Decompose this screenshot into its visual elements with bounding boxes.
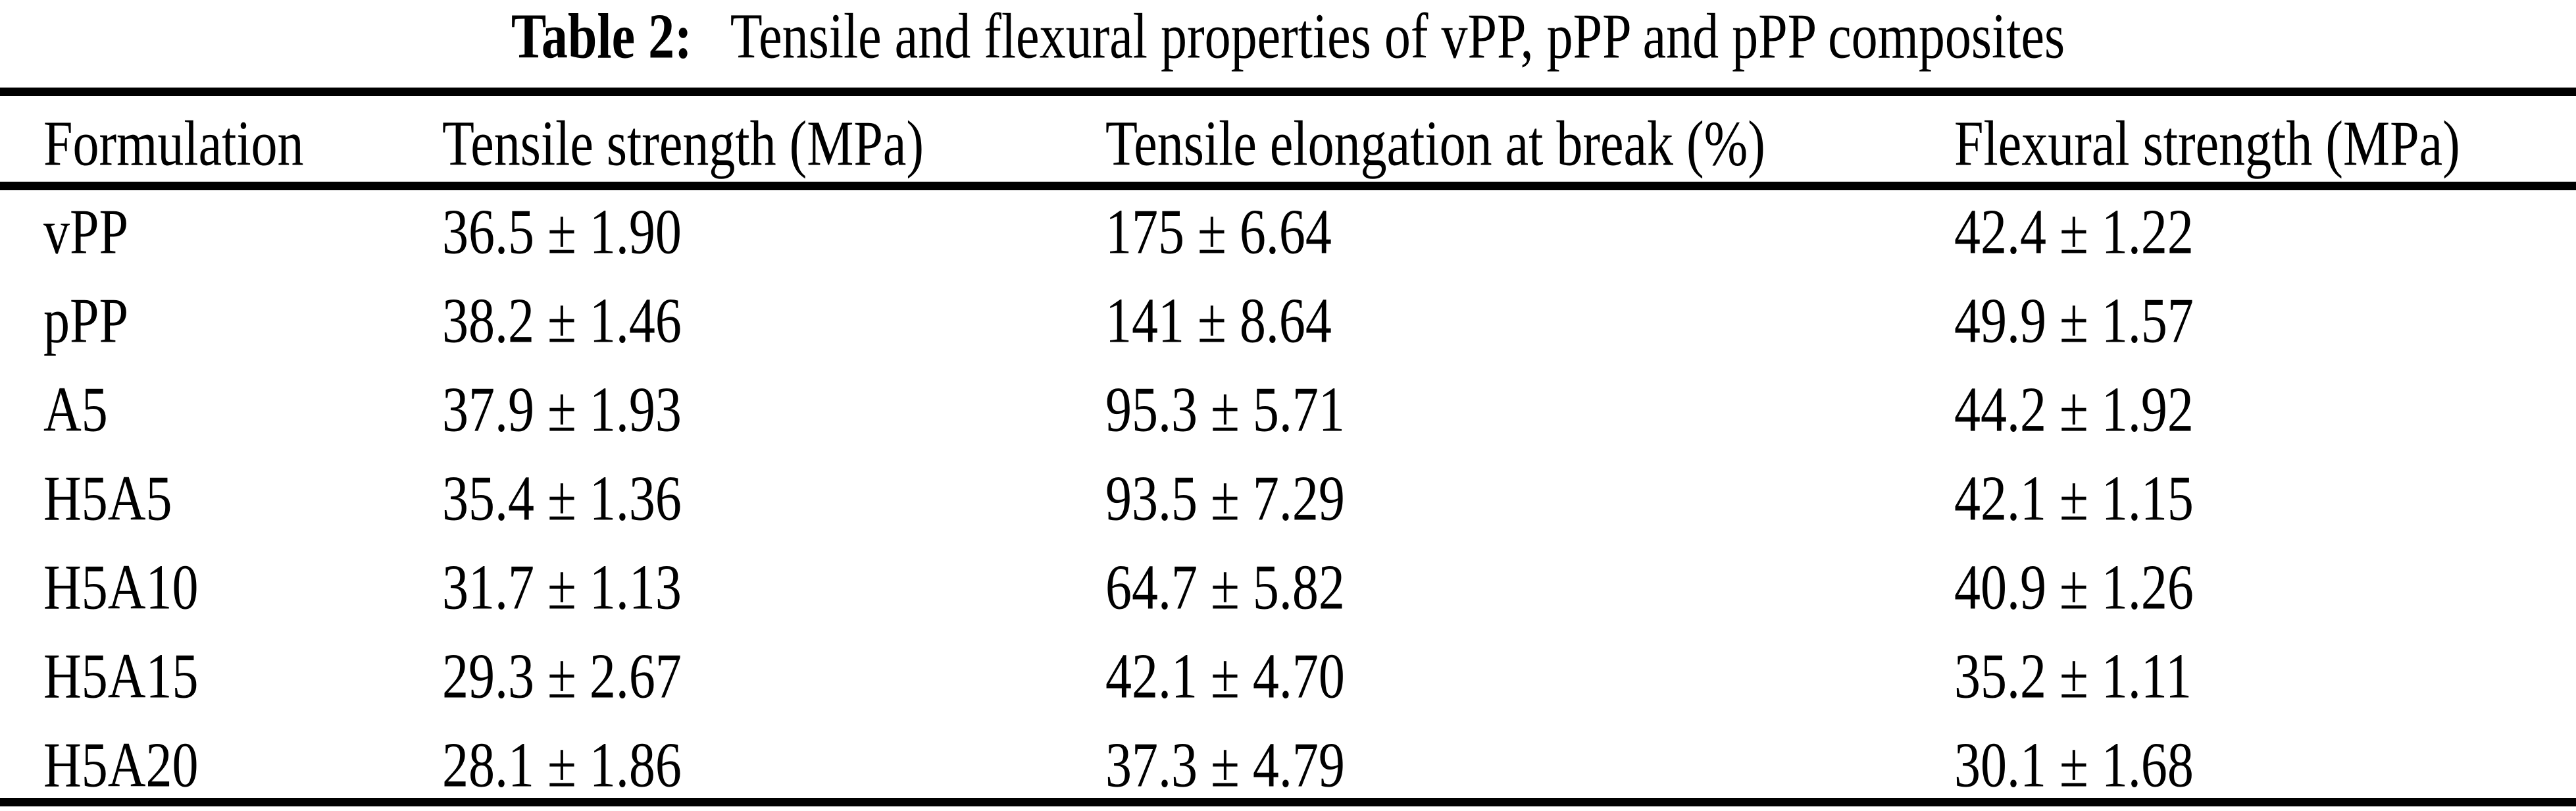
- tensile-strength-cell: 35.4 ± 1.36: [442, 463, 682, 535]
- tensile-elongation-cell: 42.1 ± 4.70: [1105, 641, 1345, 712]
- column-header-tensile-elongation: Tensile elongation at break (%): [1105, 108, 1765, 180]
- tensile-strength-cell: 37.9 ± 1.93: [442, 375, 682, 446]
- table-row: A5 37.9 ± 1.93 95.3 ± 5.71 44.2 ± 1.92: [0, 367, 2576, 456]
- column-header-formulation: Formulation: [43, 108, 304, 180]
- tensile-elongation-cell: 37.3 ± 4.79: [1105, 730, 1345, 801]
- flexural-strength-cell: 40.9 ± 1.26: [1954, 552, 2194, 623]
- table-bottom-rule: [0, 798, 2576, 806]
- flexural-strength-cell: 42.1 ± 1.15: [1954, 463, 2194, 535]
- flexural-strength-cell: 49.9 ± 1.57: [1954, 286, 2194, 357]
- table-row: H5A15 29.3 ± 2.67 42.1 ± 4.70 35.2 ± 1.1…: [0, 633, 2576, 722]
- flexural-strength-cell: 35.2 ± 1.11: [1954, 641, 2192, 712]
- table-row: H5A20 28.1 ± 1.86 37.3 ± 4.79 30.1 ± 1.6…: [0, 722, 2576, 811]
- formulation-cell: vPP: [43, 197, 128, 268]
- tensile-elongation-cell: 95.3 ± 5.71: [1105, 375, 1345, 446]
- tensile-elongation-cell: 93.5 ± 7.29: [1105, 463, 1345, 535]
- table-caption: Table 2: Tensile and flexural properties …: [0, 0, 2576, 76]
- formulation-cell: A5: [43, 375, 108, 446]
- column-header-tensile-strength: Tensile strength (MPa): [442, 108, 924, 180]
- table-row: pPP 38.2 ± 1.46 141 ± 8.64 49.9 ± 1.57: [0, 278, 2576, 367]
- flexural-strength-cell: 42.4 ± 1.22: [1954, 197, 2194, 268]
- tensile-elongation-cell: 175 ± 6.64: [1105, 197, 1332, 268]
- tensile-strength-cell: 36.5 ± 1.90: [442, 197, 682, 268]
- formulation-cell: H5A15: [43, 641, 199, 712]
- formulation-cell: H5A10: [43, 552, 199, 623]
- tensile-strength-cell: 38.2 ± 1.46: [442, 286, 682, 357]
- table-top-rule: [0, 88, 2576, 96]
- table-header-row: Formulation Tensile strength (MPa) Tensi…: [0, 99, 2576, 191]
- column-header-flexural-strength: Flexural strength (MPa): [1954, 108, 2460, 180]
- tensile-elongation-cell: 64.7 ± 5.82: [1105, 552, 1345, 623]
- table-caption-text: Tensile and flexural properties of vPP, …: [730, 1, 2065, 72]
- flexural-strength-cell: 30.1 ± 1.68: [1954, 730, 2194, 801]
- formulation-cell: H5A5: [43, 463, 172, 535]
- table-header-rule: [0, 182, 2576, 190]
- formulation-cell: H5A20: [43, 730, 199, 801]
- table-row: H5A10 31.7 ± 1.13 64.7 ± 5.82 40.9 ± 1.2…: [0, 544, 2576, 633]
- flexural-strength-cell: 44.2 ± 1.92: [1954, 375, 2194, 446]
- tensile-strength-cell: 31.7 ± 1.13: [442, 552, 682, 623]
- tensile-strength-cell: 28.1 ± 1.86: [442, 730, 682, 801]
- tensile-elongation-cell: 141 ± 8.64: [1105, 286, 1332, 357]
- table-row: H5A5 35.4 ± 1.36 93.5 ± 7.29 42.1 ± 1.15: [0, 456, 2576, 544]
- table-caption-number: Table 2:: [511, 1, 692, 72]
- table-row: vPP 36.5 ± 1.90 175 ± 6.64 42.4 ± 1.22: [0, 189, 2576, 278]
- tensile-strength-cell: 29.3 ± 2.67: [442, 641, 682, 712]
- formulation-cell: pPP: [43, 286, 128, 357]
